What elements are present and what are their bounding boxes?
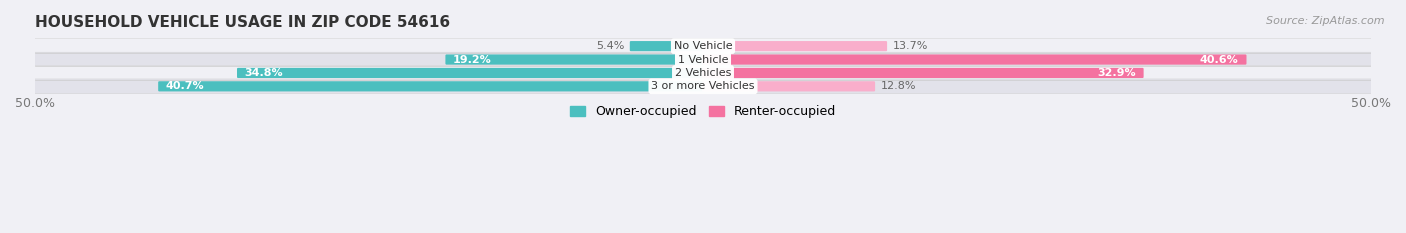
FancyBboxPatch shape <box>702 41 887 51</box>
Text: 32.9%: 32.9% <box>1097 68 1136 78</box>
Text: No Vehicle: No Vehicle <box>673 41 733 51</box>
Text: 19.2%: 19.2% <box>453 55 492 65</box>
Text: 3 or more Vehicles: 3 or more Vehicles <box>651 81 755 91</box>
FancyBboxPatch shape <box>34 65 1372 80</box>
Text: 2 Vehicles: 2 Vehicles <box>675 68 731 78</box>
Text: 1 Vehicle: 1 Vehicle <box>678 55 728 65</box>
Text: 34.8%: 34.8% <box>245 68 284 78</box>
Text: 12.8%: 12.8% <box>880 81 917 91</box>
FancyBboxPatch shape <box>702 81 875 91</box>
Text: 5.4%: 5.4% <box>596 41 624 51</box>
FancyBboxPatch shape <box>238 68 704 78</box>
FancyBboxPatch shape <box>702 55 1247 65</box>
FancyBboxPatch shape <box>446 55 704 65</box>
FancyBboxPatch shape <box>34 52 1372 67</box>
FancyBboxPatch shape <box>630 41 704 51</box>
Legend: Owner-occupied, Renter-occupied: Owner-occupied, Renter-occupied <box>565 100 841 123</box>
Text: Source: ZipAtlas.com: Source: ZipAtlas.com <box>1267 16 1385 26</box>
FancyBboxPatch shape <box>34 79 1372 94</box>
Text: HOUSEHOLD VEHICLE USAGE IN ZIP CODE 54616: HOUSEHOLD VEHICLE USAGE IN ZIP CODE 5461… <box>35 15 450 30</box>
Text: 40.6%: 40.6% <box>1199 55 1239 65</box>
FancyBboxPatch shape <box>702 68 1143 78</box>
FancyBboxPatch shape <box>34 39 1372 54</box>
FancyBboxPatch shape <box>159 81 704 91</box>
Text: 13.7%: 13.7% <box>893 41 928 51</box>
Text: 40.7%: 40.7% <box>166 81 204 91</box>
